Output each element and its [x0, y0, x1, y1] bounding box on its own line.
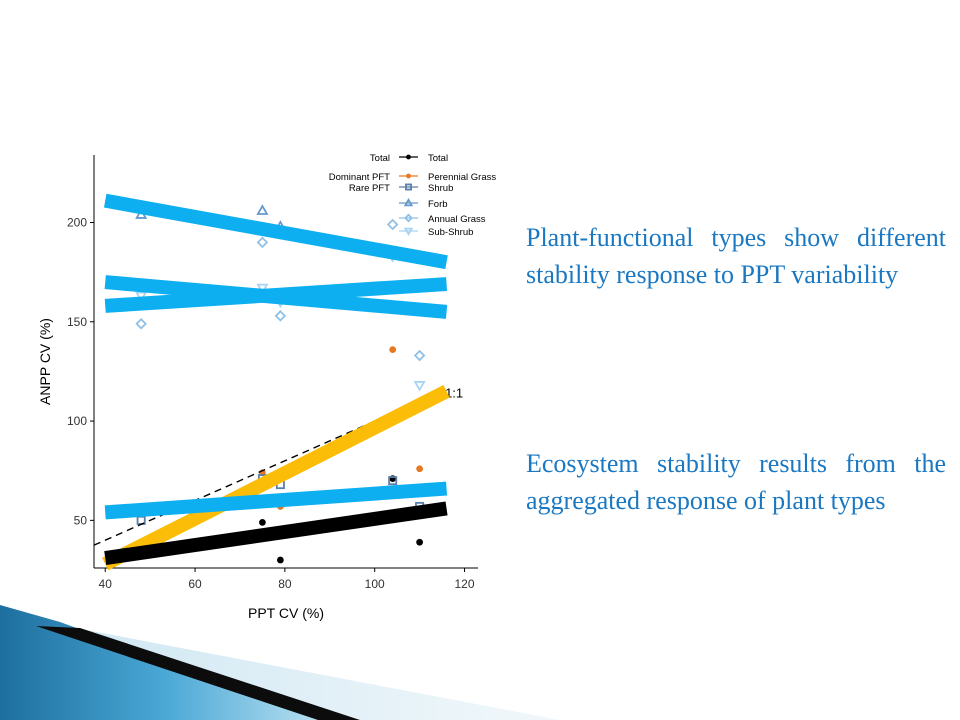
y-axis-title: ANPP CV (%) — [37, 318, 53, 405]
data-point — [256, 236, 269, 249]
x-tick-label: 120 — [455, 577, 475, 591]
reference-line-label: 1:1 — [445, 385, 463, 400]
legend-entry-label: Shrub — [428, 183, 453, 194]
slide-text-pft-response: Plant-functional types show different st… — [526, 223, 946, 289]
legend-marker — [403, 227, 414, 237]
y-tick-label: 200 — [67, 216, 87, 230]
x-tick-label: 80 — [278, 577, 292, 591]
data-point — [389, 346, 397, 353]
legend-marker — [406, 173, 411, 179]
x-tick-label: 60 — [188, 577, 202, 591]
y-tick-label: 150 — [67, 315, 87, 329]
legend-group-label: Rare PFT — [349, 183, 390, 194]
data-point — [274, 310, 287, 322]
data-point — [135, 318, 147, 330]
y-tick-label: 50 — [74, 513, 88, 527]
fit-line — [102, 385, 450, 571]
data-point — [277, 556, 284, 564]
x-tick-label: 100 — [365, 577, 385, 591]
legend-marker — [404, 213, 413, 223]
data-point — [386, 218, 399, 231]
data-point — [416, 538, 423, 546]
y-tick-label: 100 — [67, 414, 87, 428]
x-tick-label: 40 — [99, 577, 113, 591]
legend-marker — [406, 154, 411, 160]
legend-group-label: Total — [370, 153, 390, 164]
legend-entry-label: Perennial Grass — [428, 172, 496, 183]
legend-marker — [403, 197, 414, 207]
data-point — [416, 465, 423, 473]
fit-line — [104, 277, 448, 313]
fit-line — [104, 481, 448, 520]
decor-dark-line — [36, 626, 360, 720]
legend-marker — [405, 183, 412, 191]
fit-line — [104, 501, 448, 565]
legend-entry-label: Sub-Shrub — [428, 227, 473, 238]
data-point — [413, 349, 426, 362]
legend-entry-label: Annual Grass — [428, 214, 486, 225]
fit-line — [103, 193, 448, 270]
data-point — [256, 204, 269, 215]
data-point — [388, 476, 398, 486]
legend-group-label: Dominant PFT — [329, 172, 390, 183]
x-axis-title: PPT CV (%) — [248, 605, 324, 621]
data-point — [259, 518, 266, 526]
decor-pale-band — [60, 625, 560, 720]
data-point — [413, 381, 426, 392]
slide-text-ecosystem-stability: Ecosystem stability results from the agg… — [526, 449, 946, 515]
legend-entry-label: Forb — [428, 199, 448, 210]
legend-entry-label: Total — [428, 153, 448, 164]
